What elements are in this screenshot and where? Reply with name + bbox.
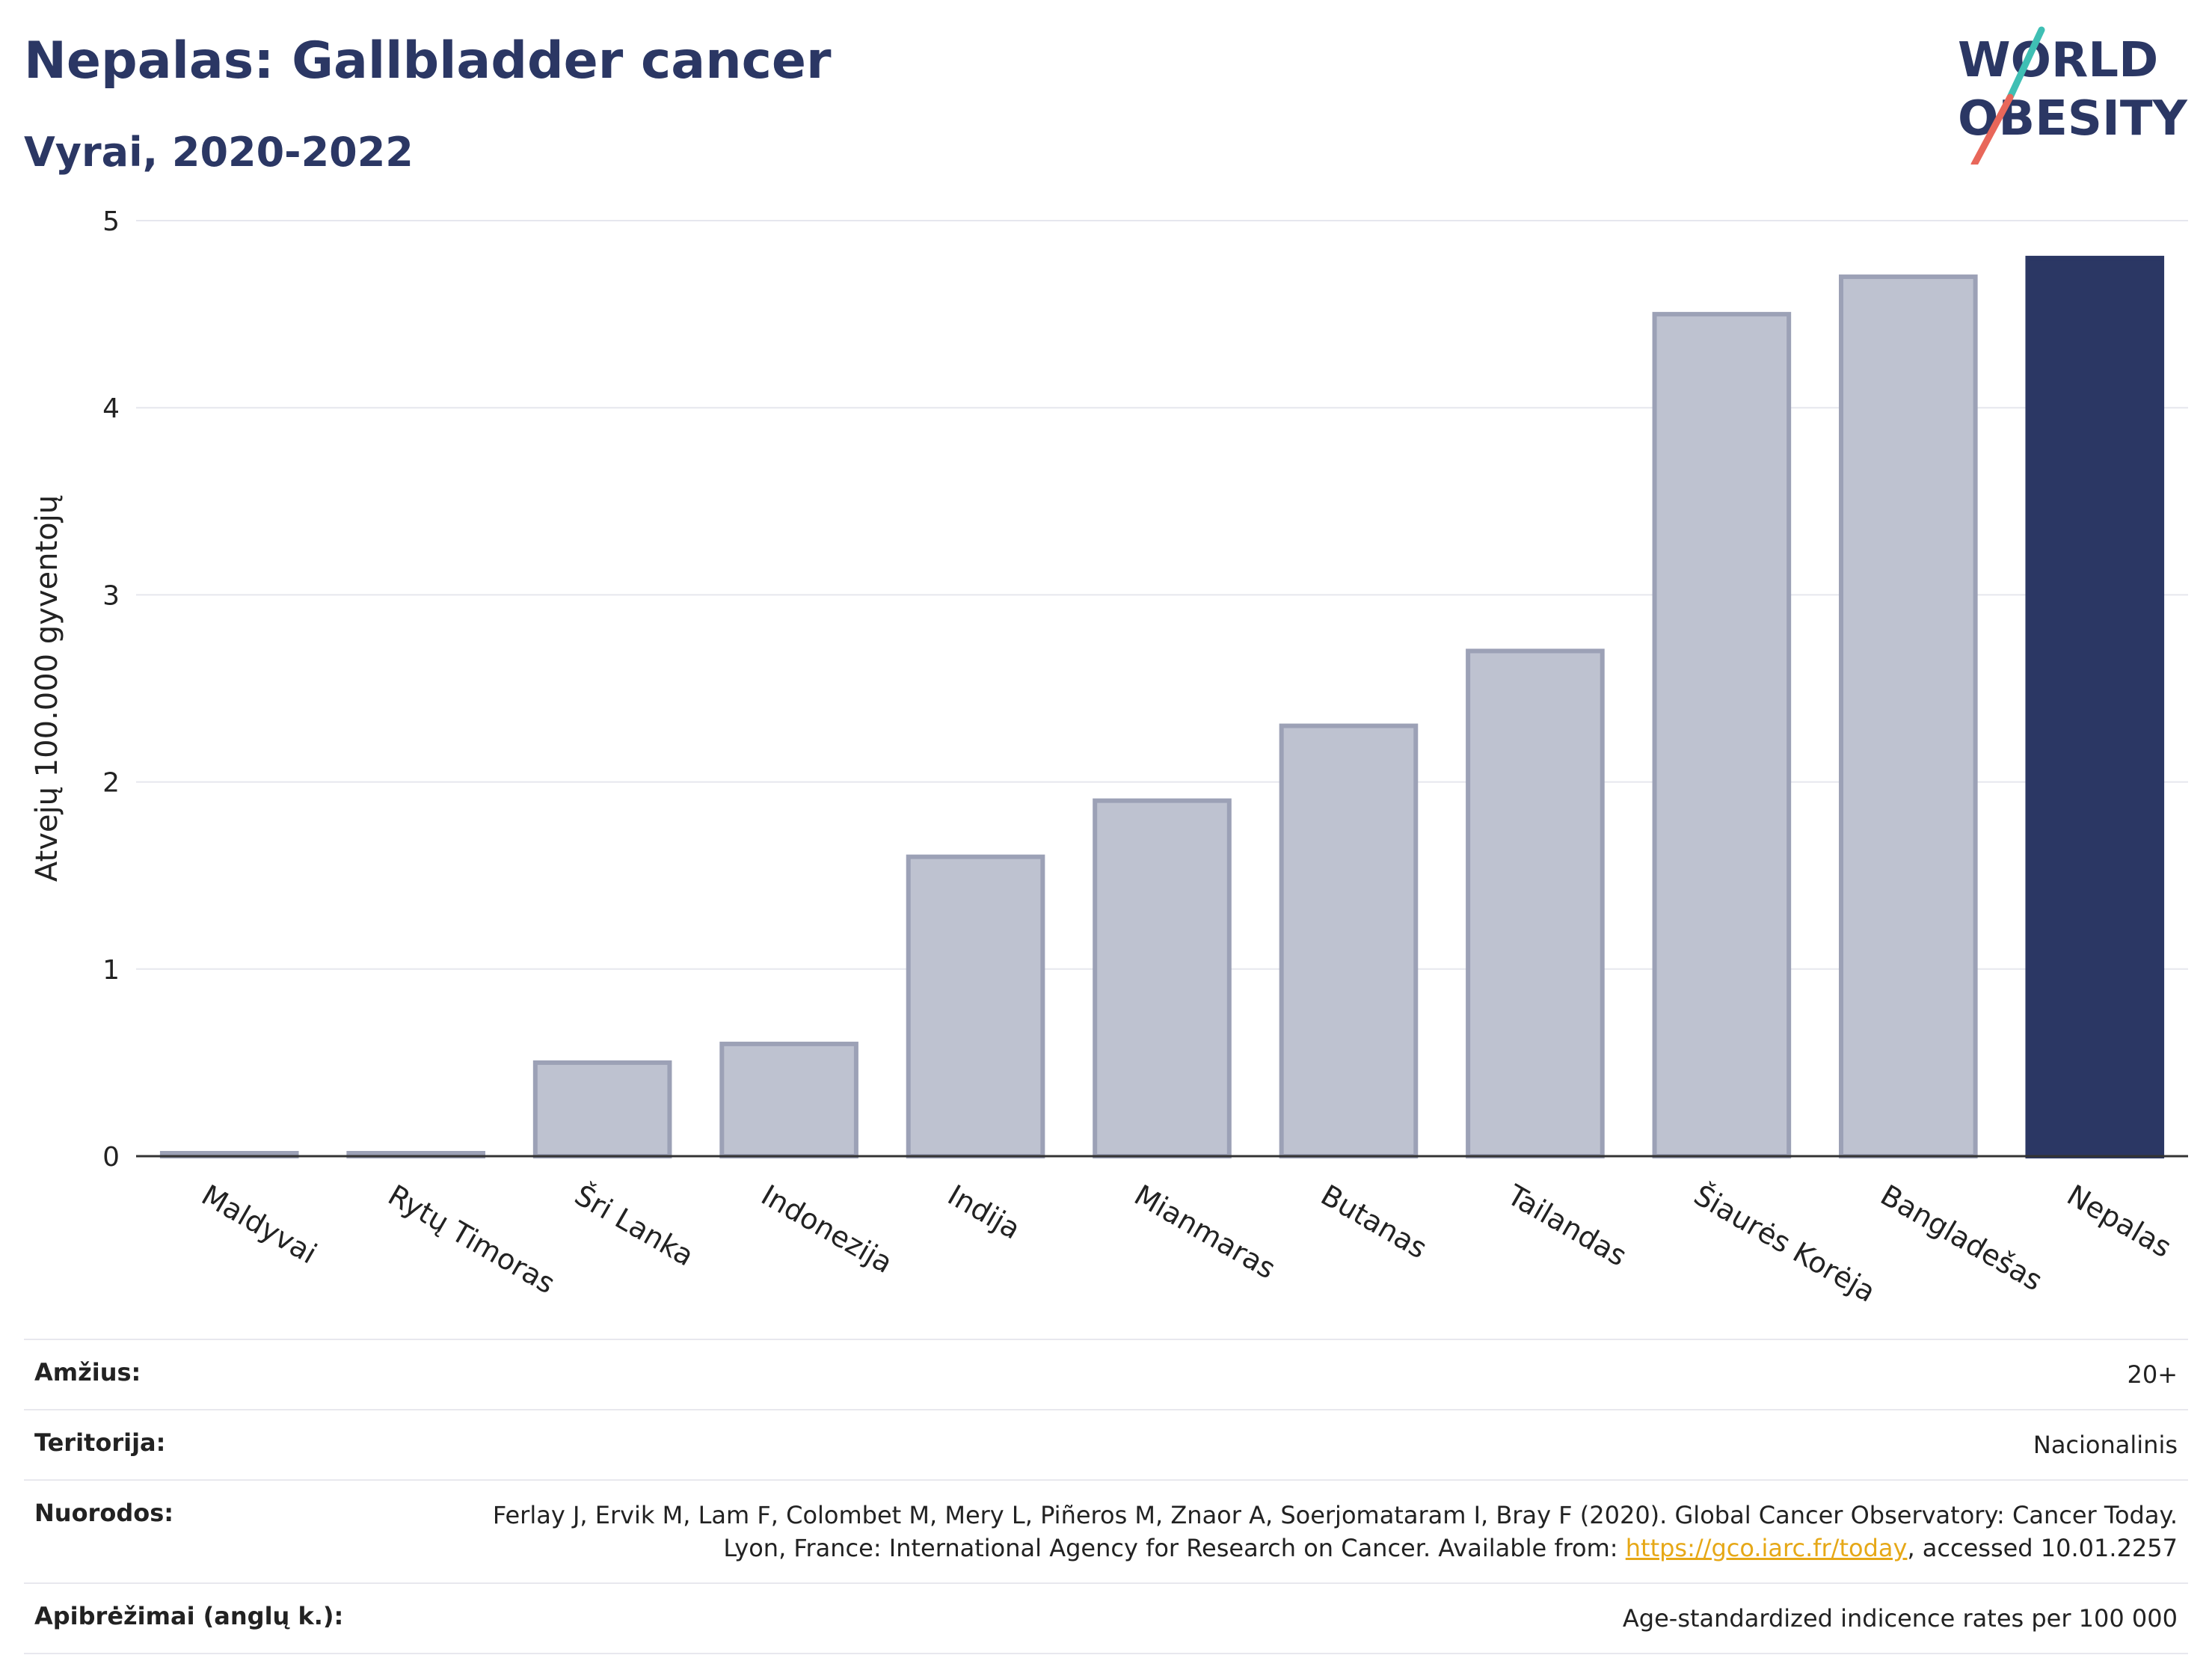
x-tick-label: Indija bbox=[942, 1179, 1026, 1246]
meta-refs-label: Nuorodos: bbox=[34, 1499, 174, 1527]
meta-refs-value: Ferlay J, Ervik M, Lam F, Colombet M, Me… bbox=[458, 1499, 2178, 1565]
x-axis-ticks: Maldyvai Rytų Timoras Šri Lanka Indonezija I… bbox=[196, 1178, 2177, 1309]
logo-slash-teal bbox=[2006, 26, 2045, 101]
bar-tailandas bbox=[1466, 648, 1605, 1158]
y-tick-label: 2 bbox=[102, 768, 120, 799]
bar-bangladešas bbox=[1839, 274, 1978, 1158]
meta-refs-text: Ferlay J, Ervik M, Lam F, Colombet M, Me… bbox=[492, 1501, 2178, 1562]
chart-title: Nepalas: Gallbladder cancer bbox=[24, 31, 832, 90]
meta-row-definitions: Apibrėžimai (anglų k.): Age-standardized… bbox=[24, 1582, 2188, 1654]
reference-link[interactable]: https://gco.iarc.fr/today bbox=[1625, 1534, 1908, 1562]
bar-mianmaras bbox=[1093, 798, 1232, 1158]
bar-šiaurės-korėja bbox=[1652, 312, 1792, 1159]
world-obesity-logo: WORLD OBESITY bbox=[1958, 26, 2187, 165]
y-axis-ticks: 0 1 2 3 4 5 bbox=[102, 206, 120, 1173]
y-tick-label: 0 bbox=[102, 1142, 120, 1173]
x-tick-label: Tailandas bbox=[1502, 1178, 1632, 1273]
bar-indija bbox=[906, 854, 1045, 1159]
meta-age-label: Amžius: bbox=[34, 1358, 141, 1387]
x-tick-label: Butanas bbox=[1315, 1179, 1433, 1265]
x-tick-label: Rytų Timoras bbox=[383, 1179, 561, 1301]
x-tick-label: Indonezija bbox=[756, 1179, 898, 1280]
meta-territory-label: Teritorija: bbox=[34, 1428, 166, 1457]
logo-slash-red bbox=[1970, 93, 2014, 165]
bar-butanas bbox=[1279, 723, 1419, 1158]
bar-šri-lanka bbox=[532, 1060, 672, 1159]
metadata-table: Amžius: 20+ Teritorija: Nacionalinis Nuo… bbox=[24, 1339, 2188, 1654]
meta-row-references: Nuorodos: Ferlay J, Ervik M, Lam F, Colo… bbox=[24, 1479, 2188, 1582]
meta-age-value: 20+ bbox=[2127, 1360, 2178, 1389]
meta-refs-text-end: , accessed 10.01.2257 bbox=[1907, 1534, 2178, 1562]
bar-chart: 0 1 2 3 4 5 Maldyvai Rytų Timoras Šri Lanka Indo… bbox=[30, 206, 2188, 1309]
meta-defs-value: Age-standardized indicence rates per 100… bbox=[1622, 1604, 2178, 1633]
meta-defs-label: Apibrėžimai (anglų k.): bbox=[34, 1602, 344, 1630]
svg-text:WORLD: WORLD bbox=[1958, 33, 2158, 88]
bars bbox=[159, 256, 2165, 1159]
y-axis-label: Atvejų 100.000 gyventojų bbox=[30, 495, 64, 882]
y-tick-label: 1 bbox=[102, 955, 120, 986]
meta-row-territory: Teritorija: Nacionalinis bbox=[24, 1409, 2188, 1479]
x-tick-label: Bangladešas bbox=[1875, 1179, 2047, 1298]
x-tick-label: Šri Lanka bbox=[569, 1179, 699, 1273]
x-tick-label: Maldyvai bbox=[196, 1179, 322, 1271]
meta-row-age: Amžius: 20+ bbox=[24, 1339, 2188, 1409]
bar-nepalas bbox=[2025, 256, 2165, 1158]
chart-subtitle: Vyrai, 2020-2022 bbox=[24, 129, 414, 176]
y-tick-label: 4 bbox=[102, 393, 120, 424]
x-tick-label: Nepalas bbox=[2062, 1179, 2177, 1265]
x-tick-label: Mianmaras bbox=[1129, 1179, 1282, 1286]
meta-territory-value: Nacionalinis bbox=[2033, 1431, 2178, 1459]
x-tick-label: Šiaurės Korėja bbox=[1689, 1179, 1881, 1309]
y-tick-label: 3 bbox=[102, 580, 120, 611]
bar-indonezija bbox=[719, 1041, 858, 1158]
y-tick-label: 5 bbox=[102, 206, 120, 237]
